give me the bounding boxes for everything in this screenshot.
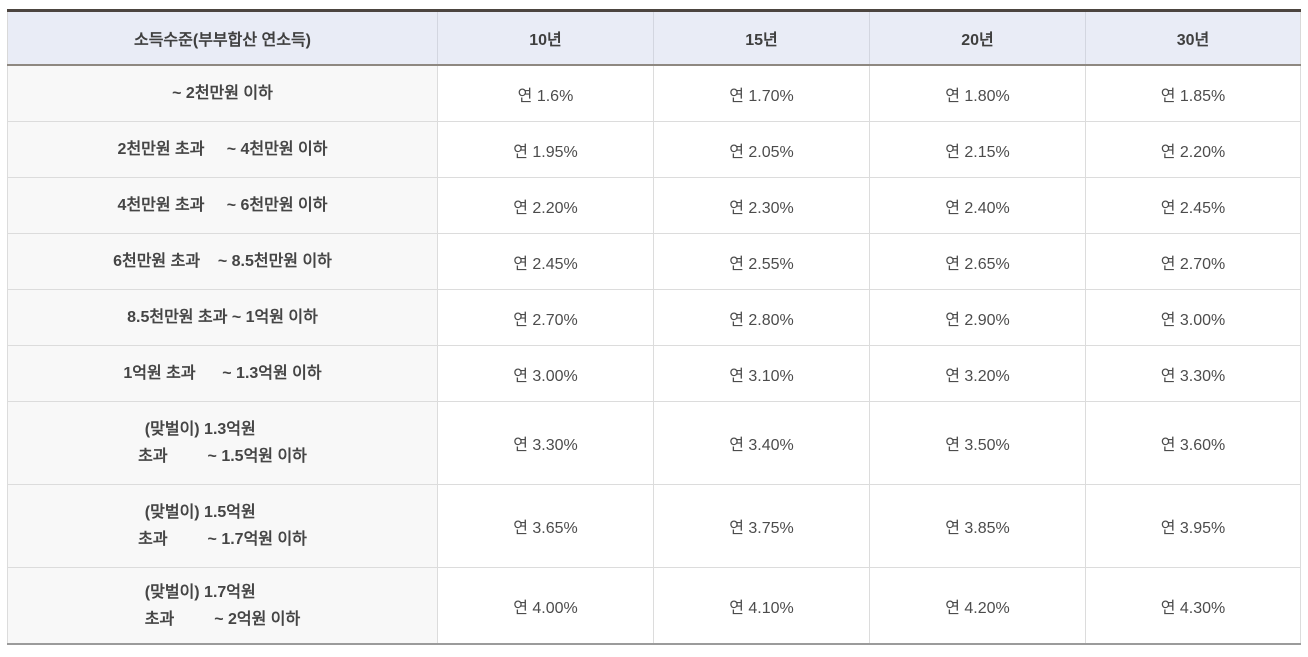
rate-cell: 연 1.80% bbox=[869, 64, 1086, 122]
rate-cell: 연 2.55% bbox=[653, 233, 870, 290]
rate-cell: 연 3.40% bbox=[653, 401, 870, 485]
income-range-cell: 2천만원 초과 ~ 4천만원 이하 bbox=[7, 121, 438, 178]
rate-cell: 연 3.50% bbox=[869, 401, 1086, 485]
table-row: 4천만원 초과 ~ 6천만원 이하 연 2.20% 연 2.30% 연 2.40… bbox=[7, 177, 1301, 234]
table-row: (맞벌이) 1.7억원 초과 ~ 2억원 이하 연 4.00% 연 4.10% … bbox=[7, 567, 1301, 645]
rate-cell: 연 3.10% bbox=[653, 345, 870, 402]
income-range-cell: (맞벌이) 1.5억원 초과 ~ 1.7억원 이하 bbox=[7, 484, 438, 568]
rate-cell: 연 2.65% bbox=[869, 233, 1086, 290]
header-term-15y: 15년 bbox=[653, 10, 870, 66]
income-range-cell: 6천만원 초과 ~ 8.5천만원 이하 bbox=[7, 233, 438, 290]
header-term-30y: 30년 bbox=[1085, 10, 1301, 66]
rate-cell: 연 2.90% bbox=[869, 289, 1086, 346]
rate-cell: 연 2.20% bbox=[437, 177, 654, 234]
rate-cell: 연 3.00% bbox=[1085, 289, 1301, 346]
rate-cell: 연 2.70% bbox=[437, 289, 654, 346]
income-range-cell: (맞벌이) 1.7억원 초과 ~ 2억원 이하 bbox=[7, 567, 438, 645]
income-range-cell: 4천만원 초과 ~ 6천만원 이하 bbox=[7, 177, 438, 234]
income-range-cell: (맞벌이) 1.3억원 초과 ~ 1.5억원 이하 bbox=[7, 401, 438, 485]
table-row: 1억원 초과 ~ 1.3억원 이하 연 3.00% 연 3.10% 연 3.20… bbox=[7, 345, 1301, 402]
rate-cell: 연 3.20% bbox=[869, 345, 1086, 402]
rate-cell: 연 3.00% bbox=[437, 345, 654, 402]
rate-cell: 연 2.80% bbox=[653, 289, 870, 346]
rate-cell: 연 2.30% bbox=[653, 177, 870, 234]
rate-cell: 연 2.40% bbox=[869, 177, 1086, 234]
rate-cell: 연 4.30% bbox=[1085, 567, 1301, 645]
income-range-cell: 8.5천만원 초과 ~ 1억원 이하 bbox=[7, 289, 438, 346]
table-row: (맞벌이) 1.3억원 초과 ~ 1.5억원 이하 연 3.30% 연 3.40… bbox=[7, 401, 1301, 485]
rate-cell: 연 3.30% bbox=[437, 401, 654, 485]
header-row: 소득수준(부부합산 연소득) 10년 15년 20년 30년 bbox=[7, 10, 1301, 66]
rate-cell: 연 4.20% bbox=[869, 567, 1086, 645]
rate-cell: 연 3.65% bbox=[437, 484, 654, 568]
rate-cell: 연 2.45% bbox=[1085, 177, 1301, 234]
rate-cell: 연 2.45% bbox=[437, 233, 654, 290]
income-range-cell: 1억원 초과 ~ 1.3억원 이하 bbox=[7, 345, 438, 402]
table-row: 2천만원 초과 ~ 4천만원 이하 연 1.95% 연 2.05% 연 2.15… bbox=[7, 121, 1301, 178]
table-body: ~ 2천만원 이하 연 1.6% 연 1.70% 연 1.80% 연 1.85%… bbox=[7, 64, 1301, 645]
rate-cell: 연 4.10% bbox=[653, 567, 870, 645]
rate-cell: 연 4.00% bbox=[437, 567, 654, 645]
rate-cell: 연 1.95% bbox=[437, 121, 654, 178]
interest-rate-table: 소득수준(부부합산 연소득) 10년 15년 20년 30년 ~ 2천만원 이하… bbox=[7, 9, 1301, 645]
header-income-level: 소득수준(부부합산 연소득) bbox=[7, 10, 438, 66]
table-row: 8.5천만원 초과 ~ 1억원 이하 연 2.70% 연 2.80% 연 2.9… bbox=[7, 289, 1301, 346]
rate-cell: 연 1.6% bbox=[437, 64, 654, 122]
header-term-10y: 10년 bbox=[437, 10, 654, 66]
rate-cell: 연 2.05% bbox=[653, 121, 870, 178]
rate-cell: 연 3.95% bbox=[1085, 484, 1301, 568]
rate-cell: 연 3.85% bbox=[869, 484, 1086, 568]
rate-cell: 연 2.20% bbox=[1085, 121, 1301, 178]
table-header: 소득수준(부부합산 연소득) 10년 15년 20년 30년 bbox=[7, 10, 1301, 66]
table-row: ~ 2천만원 이하 연 1.6% 연 1.70% 연 1.80% 연 1.85% bbox=[7, 64, 1301, 122]
rate-cell: 연 2.15% bbox=[869, 121, 1086, 178]
rate-cell: 연 3.30% bbox=[1085, 345, 1301, 402]
rate-cell: 연 3.75% bbox=[653, 484, 870, 568]
rate-cell: 연 1.70% bbox=[653, 64, 870, 122]
income-range-cell: ~ 2천만원 이하 bbox=[7, 64, 438, 122]
rate-cell: 연 3.60% bbox=[1085, 401, 1301, 485]
table-row: (맞벌이) 1.5억원 초과 ~ 1.7억원 이하 연 3.65% 연 3.75… bbox=[7, 484, 1301, 568]
rate-cell: 연 2.70% bbox=[1085, 233, 1301, 290]
table-row: 6천만원 초과 ~ 8.5천만원 이하 연 2.45% 연 2.55% 연 2.… bbox=[7, 233, 1301, 290]
header-term-20y: 20년 bbox=[869, 10, 1086, 66]
rate-cell: 연 1.85% bbox=[1085, 64, 1301, 122]
